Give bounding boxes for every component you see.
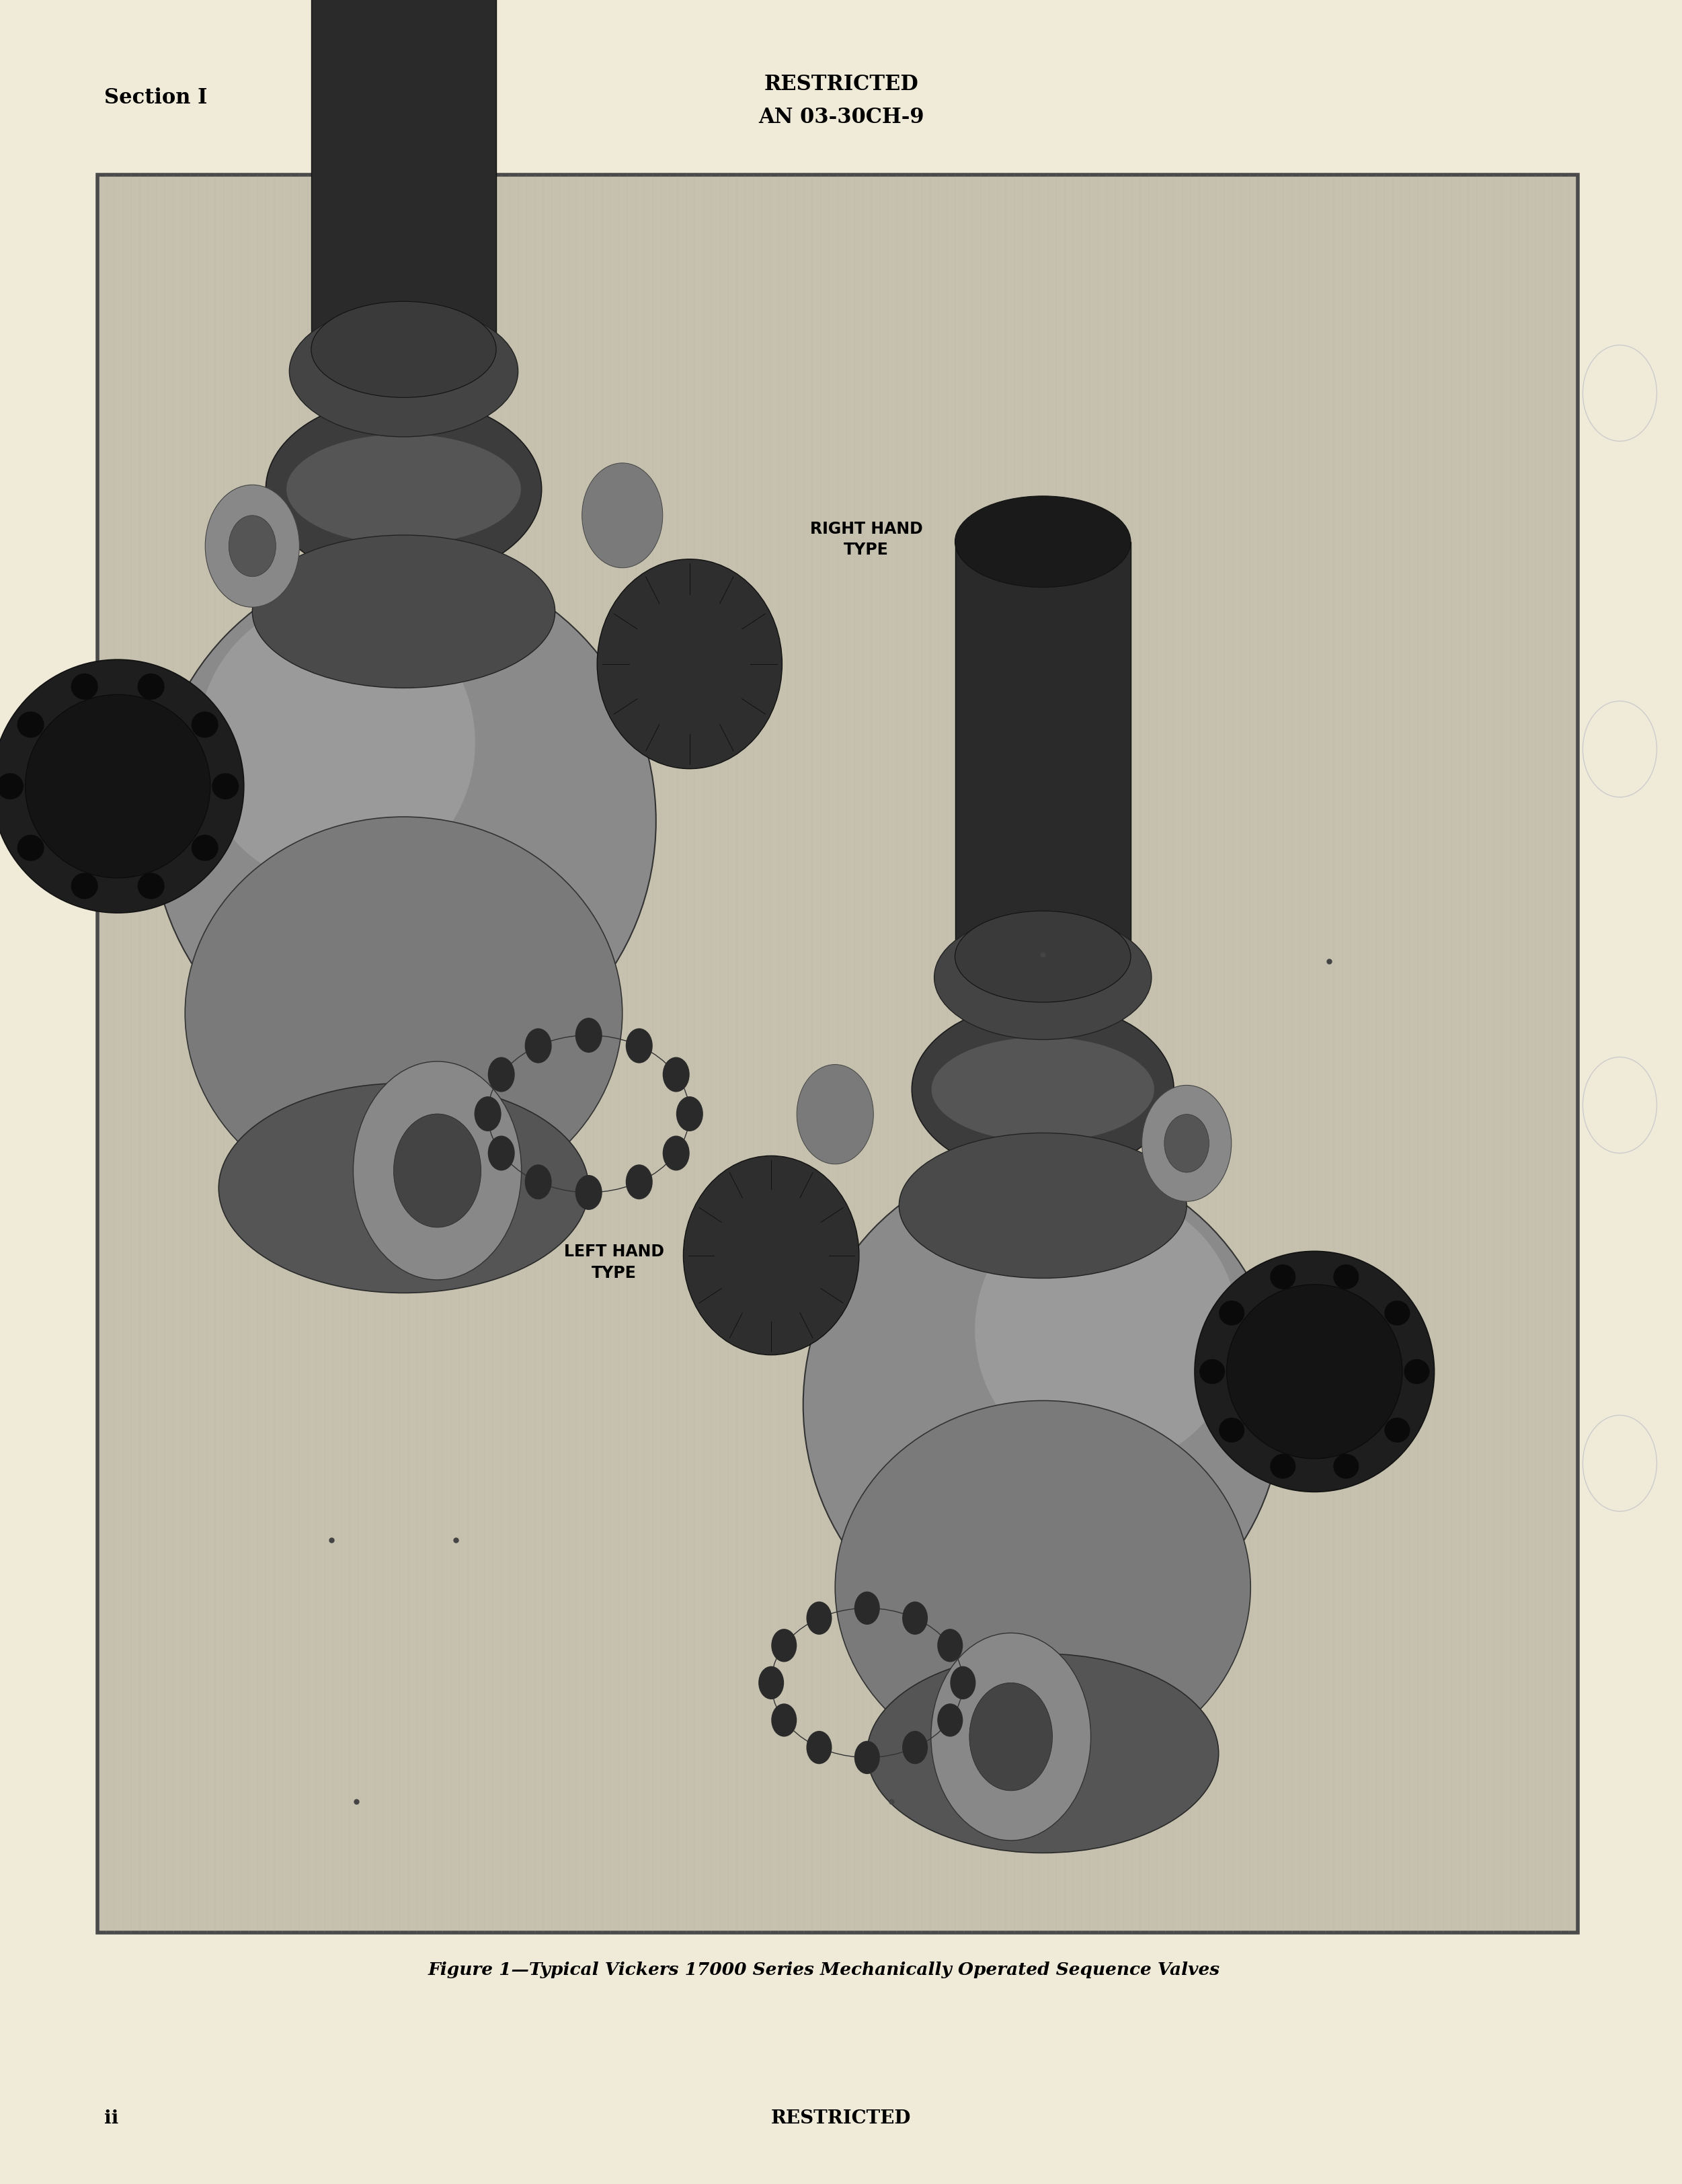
Text: ii: ii (104, 2110, 118, 2127)
Circle shape (676, 1096, 703, 1131)
Circle shape (1142, 1085, 1231, 1201)
Circle shape (626, 1029, 653, 1064)
Text: AN 03-30CH-9: AN 03-30CH-9 (759, 107, 923, 129)
Circle shape (806, 1601, 833, 1634)
Ellipse shape (289, 306, 518, 437)
Circle shape (663, 1057, 690, 1092)
Ellipse shape (311, 301, 496, 397)
Circle shape (353, 1061, 521, 1280)
Ellipse shape (1219, 1417, 1245, 1444)
Ellipse shape (1194, 1251, 1435, 1492)
Ellipse shape (898, 1133, 1187, 1278)
Ellipse shape (834, 1400, 1251, 1773)
Ellipse shape (71, 673, 98, 699)
Circle shape (806, 1732, 833, 1765)
Circle shape (575, 1175, 602, 1210)
Ellipse shape (597, 559, 782, 769)
Circle shape (772, 1629, 797, 1662)
Circle shape (1583, 345, 1657, 441)
Circle shape (902, 1601, 928, 1634)
Ellipse shape (0, 660, 244, 913)
Ellipse shape (804, 1155, 1283, 1653)
Circle shape (205, 485, 299, 607)
Circle shape (394, 1114, 481, 1227)
Ellipse shape (683, 1155, 860, 1354)
Circle shape (854, 1741, 880, 1773)
Text: RESTRICTED: RESTRICTED (770, 2110, 912, 2127)
Bar (311, 0, 496, 349)
Ellipse shape (868, 1653, 1218, 1852)
Ellipse shape (955, 911, 1130, 1002)
Ellipse shape (1219, 1299, 1245, 1326)
Circle shape (525, 1029, 552, 1064)
Ellipse shape (1270, 1455, 1295, 1479)
Ellipse shape (17, 834, 44, 860)
Circle shape (937, 1629, 962, 1662)
Ellipse shape (197, 598, 476, 887)
Circle shape (1583, 1057, 1657, 1153)
Circle shape (525, 1164, 552, 1199)
Circle shape (902, 1732, 928, 1765)
Ellipse shape (932, 1037, 1154, 1142)
Bar (955, 542, 1130, 957)
Circle shape (663, 1136, 690, 1171)
Ellipse shape (1226, 1284, 1403, 1459)
Circle shape (797, 1064, 873, 1164)
Ellipse shape (912, 1002, 1174, 1177)
Circle shape (229, 515, 276, 577)
Ellipse shape (1334, 1265, 1359, 1289)
Circle shape (937, 1704, 962, 1736)
Ellipse shape (1404, 1358, 1430, 1385)
Ellipse shape (138, 673, 165, 699)
Circle shape (474, 1096, 501, 1131)
Ellipse shape (955, 496, 1130, 587)
Ellipse shape (138, 874, 165, 900)
Circle shape (626, 1164, 653, 1199)
Ellipse shape (976, 1192, 1238, 1468)
Ellipse shape (219, 1083, 589, 1293)
Circle shape (759, 1666, 784, 1699)
Circle shape (1583, 701, 1657, 797)
Ellipse shape (212, 773, 239, 799)
Ellipse shape (1384, 1417, 1410, 1444)
Text: Figure 1—Typical Vickers 17000 Series Mechanically Operated Sequence Valves: Figure 1—Typical Vickers 17000 Series Me… (429, 1961, 1219, 1979)
Circle shape (969, 1684, 1053, 1791)
Ellipse shape (266, 397, 542, 581)
Text: RESTRICTED: RESTRICTED (764, 74, 918, 96)
Circle shape (854, 1592, 880, 1625)
Ellipse shape (252, 535, 555, 688)
Circle shape (488, 1057, 515, 1092)
Ellipse shape (1199, 1358, 1224, 1385)
Circle shape (772, 1704, 797, 1736)
Circle shape (488, 1136, 515, 1171)
Ellipse shape (192, 834, 219, 860)
Ellipse shape (185, 817, 622, 1210)
Ellipse shape (934, 915, 1152, 1040)
Ellipse shape (192, 712, 219, 738)
Ellipse shape (1270, 1265, 1295, 1289)
Circle shape (582, 463, 663, 568)
Circle shape (1583, 1415, 1657, 1511)
Ellipse shape (286, 435, 521, 544)
Text: Section I: Section I (104, 87, 207, 109)
Bar (98, 175, 1578, 1933)
Text: LEFT HAND
TYPE: LEFT HAND TYPE (563, 1243, 664, 1282)
Text: RIGHT HAND
TYPE: RIGHT HAND TYPE (809, 520, 923, 559)
Ellipse shape (1334, 1455, 1359, 1479)
Circle shape (575, 1018, 602, 1053)
Ellipse shape (25, 695, 210, 878)
Ellipse shape (0, 773, 24, 799)
Ellipse shape (1384, 1299, 1410, 1326)
Ellipse shape (151, 559, 656, 1083)
Circle shape (932, 1634, 1090, 1841)
Ellipse shape (71, 874, 98, 900)
Circle shape (1164, 1114, 1209, 1173)
Ellipse shape (17, 712, 44, 738)
Circle shape (950, 1666, 976, 1699)
